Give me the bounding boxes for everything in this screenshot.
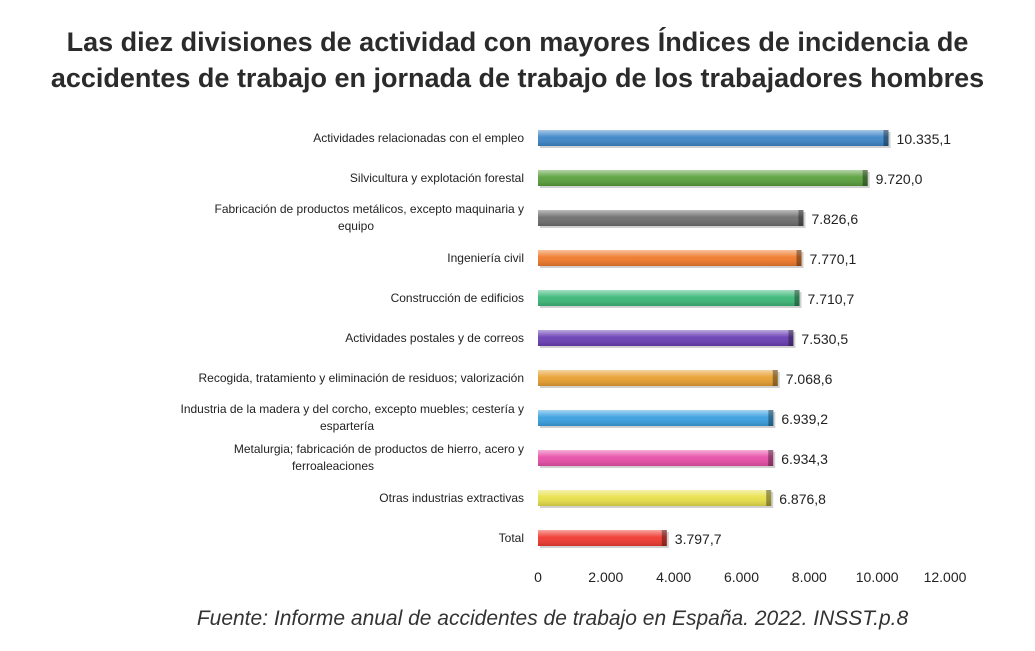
bar-end-cap bbox=[883, 130, 889, 146]
bar-value-label: 6.934,3 bbox=[781, 451, 828, 467]
bar-highlight bbox=[538, 130, 889, 146]
x-axis: 0 2.000 4.000 6.000 8.000 10.000 12.000 bbox=[534, 569, 967, 585]
bar-group: 6.934,3 Metalurgia; fabricación de produc… bbox=[234, 442, 828, 473]
bar-value-label: 3.797,7 bbox=[675, 531, 722, 547]
category-label: Fabricación de productos metálicos, exce… bbox=[215, 202, 525, 216]
bar-value-label: 6.939,2 bbox=[781, 411, 828, 427]
category-label: Ingeniería civil bbox=[447, 251, 524, 265]
category-label: ferroaleaciones bbox=[292, 459, 374, 473]
bar-end-cap bbox=[788, 330, 794, 346]
x-tick-label: 12.000 bbox=[924, 569, 967, 585]
bar-group: 10.335,1 Actividades relacionadas con el … bbox=[313, 130, 951, 148]
chart-title: Las diez divisiones de actividad con may… bbox=[0, 24, 1035, 96]
bar-highlight bbox=[538, 290, 800, 306]
x-tick-label: 2.000 bbox=[588, 569, 623, 585]
bar-highlight bbox=[538, 170, 868, 186]
category-label: Actividades postales y de correos bbox=[345, 331, 524, 345]
bar-value-label: 7.826,6 bbox=[811, 211, 858, 227]
bar-group: 6.876,8 Otras industrias extractivas bbox=[379, 490, 826, 508]
category-label: Actividades relacionadas con el empleo bbox=[313, 131, 524, 145]
bar-value-label: 10.335,1 bbox=[897, 131, 952, 147]
bar-group: 7.530,5 Actividades postales y de correos bbox=[345, 330, 848, 348]
bar-value-label: 7.530,5 bbox=[801, 331, 848, 347]
chart-title-line-2: accidentes de trabajo en jornada de trab… bbox=[50, 63, 985, 93]
x-tick-label: 0 bbox=[534, 569, 542, 585]
category-label: Otras industrias extractivas bbox=[379, 491, 524, 505]
bar-group: 3.797,7 Total bbox=[499, 530, 722, 548]
bar-group: 7.770,1 Ingeniería civil bbox=[447, 250, 856, 268]
bar-end-cap bbox=[862, 170, 868, 186]
category-label: equipo bbox=[338, 219, 374, 233]
bar-highlight bbox=[538, 450, 774, 466]
category-label: espartería bbox=[320, 419, 374, 433]
category-label: Recogida, tratamiento y eliminación de r… bbox=[199, 371, 525, 385]
bar-group: 9.720,0 Silvicultura y explotación forest… bbox=[350, 170, 923, 188]
bar-group: 7.826,6 Fabricación de productos metálico… bbox=[215, 202, 859, 233]
bar-end-cap bbox=[794, 290, 800, 306]
bar-value-label: 6.876,8 bbox=[779, 491, 826, 507]
bar-highlight bbox=[538, 330, 794, 346]
bars-layer: 10.335,1 Actividades relacionadas con el … bbox=[180, 130, 951, 548]
bar-value-label: 7.710,7 bbox=[808, 291, 855, 307]
bar-end-cap bbox=[796, 250, 802, 266]
x-tick-label: 8.000 bbox=[792, 569, 827, 585]
bar-end-cap bbox=[661, 530, 667, 546]
bar-value-label: 7.068,6 bbox=[786, 371, 833, 387]
bar-highlight bbox=[538, 250, 802, 266]
bar-group: 6.939,2 Industria de la madera y del corc… bbox=[180, 402, 828, 433]
category-label: Silvicultura y explotación forestal bbox=[350, 171, 524, 185]
category-label: Total bbox=[499, 531, 524, 545]
bar-group: 7.710,7 Construcción de edificios bbox=[391, 290, 855, 308]
bar-end-cap bbox=[768, 450, 774, 466]
bar-value-label: 7.770,1 bbox=[810, 251, 857, 267]
x-tick-label: 4.000 bbox=[656, 569, 691, 585]
bar-value-label: 9.720,0 bbox=[876, 171, 923, 187]
bar-end-cap bbox=[768, 410, 774, 426]
bar-highlight bbox=[538, 410, 774, 426]
bar-highlight bbox=[538, 210, 804, 226]
bar-group: 7.068,6 Recogida, tratamiento y eliminaci… bbox=[199, 370, 833, 388]
x-tick-label: 10.000 bbox=[856, 569, 899, 585]
x-tick-label: 6.000 bbox=[724, 569, 759, 585]
category-label: Construcción de edificios bbox=[391, 291, 524, 305]
bar-highlight bbox=[538, 490, 772, 506]
bar-highlight bbox=[538, 530, 667, 546]
category-label: Metalurgia; fabricación de productos de … bbox=[234, 442, 524, 456]
bar-end-cap bbox=[766, 490, 772, 506]
bar-end-cap bbox=[798, 210, 804, 226]
chart-title-line-1: Las diez divisiones de actividad con may… bbox=[66, 27, 969, 57]
source-note: Fuente: Informe anual de accidentes de t… bbox=[196, 607, 909, 630]
bar-end-cap bbox=[772, 370, 778, 386]
bar-highlight bbox=[538, 370, 778, 386]
category-label: Industria de la madera y del corcho, exc… bbox=[180, 402, 524, 416]
